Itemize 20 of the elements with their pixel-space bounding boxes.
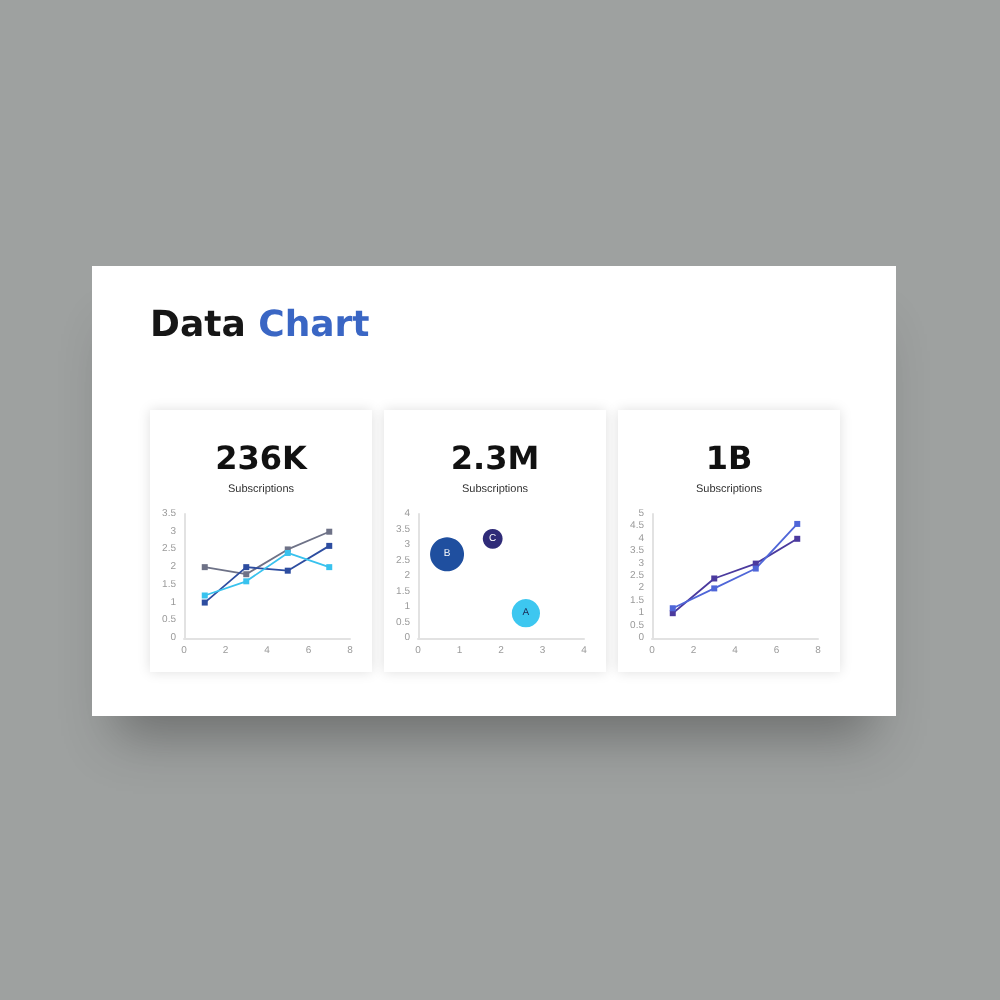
point: [201, 592, 208, 599]
point: [326, 564, 333, 571]
point: [284, 567, 291, 574]
point: [752, 565, 759, 572]
text: Data Chart: [150, 304, 370, 346]
chart-title: 236K: [215, 439, 308, 477]
point: [201, 599, 208, 606]
point: [794, 520, 801, 527]
point: [243, 571, 250, 578]
point: [669, 605, 676, 612]
point: [711, 585, 718, 592]
point: [794, 535, 801, 542]
chart-title: 2.3M: [450, 439, 540, 477]
chart-title: 1B: [705, 439, 753, 477]
point: [243, 564, 250, 571]
point: [326, 528, 333, 535]
point: [243, 578, 250, 585]
point: [326, 542, 333, 549]
point: [711, 575, 718, 582]
point: [201, 564, 208, 571]
